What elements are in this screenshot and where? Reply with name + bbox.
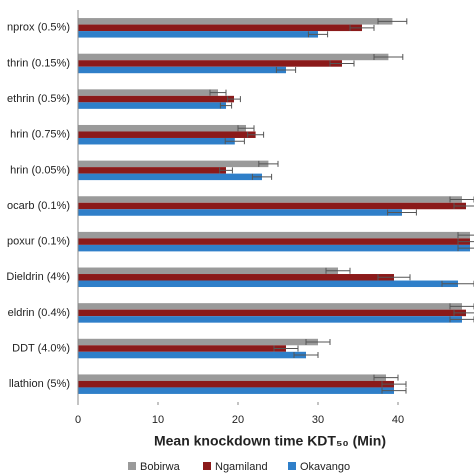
error-bar xyxy=(273,345,299,352)
bar xyxy=(78,89,218,96)
bar xyxy=(78,244,470,252)
x-tick-label: 10 xyxy=(152,414,164,426)
bar xyxy=(78,351,306,359)
bar xyxy=(78,387,394,394)
legend-swatch xyxy=(128,462,136,470)
bar xyxy=(78,374,386,381)
bar xyxy=(78,202,466,210)
y-tick-label: DDT (4.0%) xyxy=(12,342,70,354)
bar xyxy=(78,167,226,174)
bar xyxy=(78,95,234,103)
error-bar xyxy=(387,209,417,216)
y-tick-label: hrin (0.05%) xyxy=(10,164,70,176)
x-axis-label: Mean knockdown time KDT₅₀ (Min) xyxy=(154,433,386,449)
error-bar xyxy=(377,18,408,25)
error-bar xyxy=(325,267,351,274)
error-bar xyxy=(247,131,265,138)
y-tick-label: ethrin (0.5%) xyxy=(7,93,70,105)
bar xyxy=(78,137,235,145)
bar xyxy=(78,173,262,181)
bar xyxy=(78,231,470,239)
legend-swatch xyxy=(203,462,211,470)
legend-label: Bobirwa xyxy=(140,461,181,473)
bar xyxy=(78,60,342,67)
bar xyxy=(78,124,246,132)
bar xyxy=(78,31,318,38)
error-bar xyxy=(237,125,255,132)
y-tick-label: thrin (0.15%) xyxy=(7,57,70,69)
error-bar xyxy=(449,316,474,323)
bar xyxy=(78,102,226,109)
error-bar xyxy=(275,66,297,73)
error-bar xyxy=(457,238,474,245)
error-bar xyxy=(449,303,474,310)
bar xyxy=(78,53,389,61)
error-bar xyxy=(373,374,399,381)
bar xyxy=(78,338,318,346)
x-tick-label: 40 xyxy=(392,414,404,426)
error-bar xyxy=(258,160,279,167)
error-bar xyxy=(441,280,474,287)
error-bar xyxy=(305,339,331,346)
bar xyxy=(78,196,462,203)
bar xyxy=(78,18,393,25)
error-bar xyxy=(251,173,273,180)
error-bar xyxy=(209,89,227,96)
bar xyxy=(78,238,470,245)
bar xyxy=(78,131,256,138)
error-bar xyxy=(219,102,233,109)
y-tick-label: Dieldrin (4%) xyxy=(6,271,70,283)
y-tick-label: llathion (5%) xyxy=(9,378,70,390)
error-bar xyxy=(449,196,474,203)
legend-swatch xyxy=(288,462,296,470)
error-bar xyxy=(381,387,407,394)
y-tick-label: poxur (0.1%) xyxy=(7,236,70,248)
plot-area xyxy=(78,18,474,394)
error-bar xyxy=(307,31,329,38)
bar xyxy=(78,267,338,275)
bar xyxy=(78,24,362,32)
error-bar xyxy=(349,24,375,31)
error-bar xyxy=(381,381,407,388)
error-bar xyxy=(457,245,474,252)
error-bar xyxy=(453,203,474,209)
x-tick-label: 20 xyxy=(232,414,244,426)
bar xyxy=(78,316,462,323)
bar xyxy=(78,309,466,317)
bar xyxy=(78,209,402,216)
error-bar xyxy=(373,53,404,60)
error-bar xyxy=(219,167,233,174)
bar xyxy=(78,66,286,74)
y-tick-label: eldrin (0.4%) xyxy=(8,307,70,319)
bar xyxy=(78,280,458,288)
error-bar xyxy=(224,138,245,145)
error-bar xyxy=(329,60,355,67)
y-tick-label: ocarb (0.1%) xyxy=(7,200,70,212)
legend-label: Ngamiland xyxy=(215,461,268,473)
y-tick-label: nprox (0.5%) xyxy=(7,22,70,34)
bar xyxy=(78,345,286,352)
x-tick-label: 30 xyxy=(312,414,324,426)
bar xyxy=(78,380,394,388)
error-bar xyxy=(293,352,319,359)
error-bar xyxy=(453,309,474,316)
bar xyxy=(78,303,462,310)
x-tick-label: 0 xyxy=(75,414,81,426)
error-bar xyxy=(377,274,411,281)
error-bar xyxy=(227,96,241,103)
bar xyxy=(78,160,269,168)
legend-label: Okavango xyxy=(300,461,350,473)
bar xyxy=(78,274,394,281)
y-tick-label: hrin (0.75%) xyxy=(10,129,70,141)
error-bar xyxy=(457,232,474,239)
